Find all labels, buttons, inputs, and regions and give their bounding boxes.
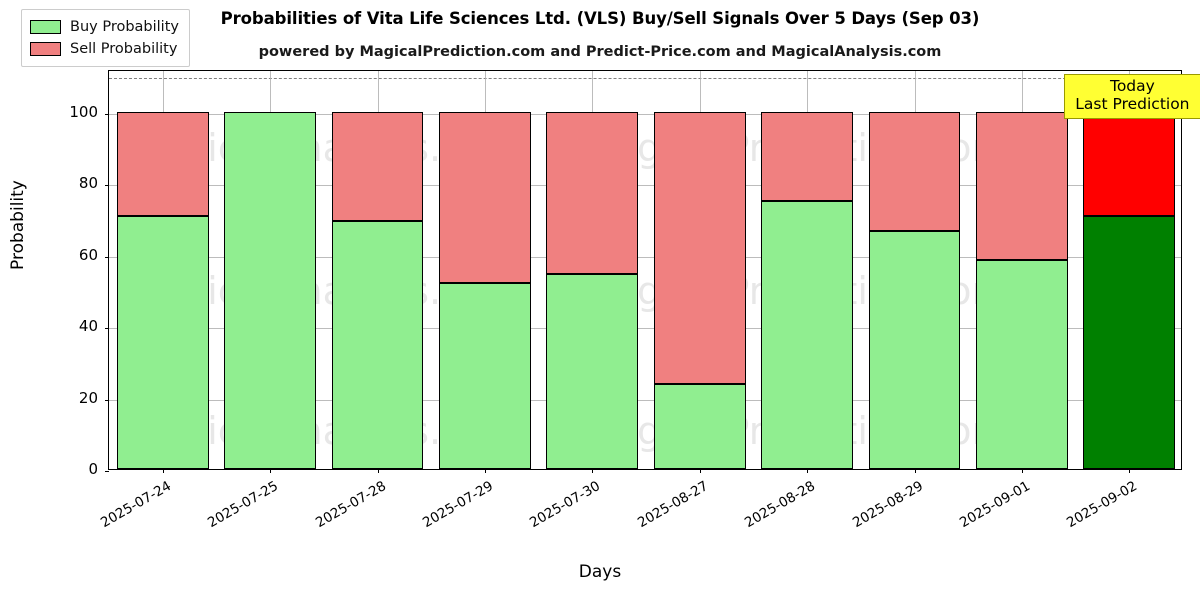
x-tick-mark [162,469,164,473]
bar-group[interactable] [1083,69,1176,469]
bar-segment-buy[interactable] [761,200,853,469]
bar-segment-buy[interactable] [653,384,746,469]
bar-segment-sell[interactable] [116,111,209,217]
legend-item-sell: Sell Probability [30,38,179,60]
gridline-horizontal [109,256,1181,258]
legend-label-sell: Sell Probability [70,41,178,57]
bar-segment-buy[interactable] [975,260,1068,469]
x-tick-label: 2025-08-29 [849,478,926,532]
bar-segment-buy[interactable] [438,282,531,469]
bar-segment-buy[interactable] [1083,216,1176,469]
bar-segment-buy[interactable] [116,216,209,469]
y-tick-mark [105,256,109,258]
bar-segment-sell[interactable] [546,111,639,274]
threshold-dashed-line [109,78,1181,80]
bar-group[interactable] [116,69,209,469]
x-tick-label: 2025-08-28 [742,478,819,532]
x-tick-mark [807,469,809,473]
y-tick-mark [105,471,109,472]
today-line1: Today [1109,77,1155,95]
bar-segment-sell[interactable] [438,111,531,283]
x-tick-label: 2025-07-30 [527,478,604,532]
x-tick-label: 2025-07-28 [312,478,389,532]
legend-label-buy: Buy Probability [70,19,179,35]
legend-swatch-sell [30,42,61,56]
bar-group[interactable] [546,69,639,469]
gridline-horizontal [109,113,1181,115]
y-tick-mark [105,399,109,401]
bar-segment-sell[interactable] [975,111,1068,261]
plot-area: MagicalAnalysis.comMagicalPrediction.com… [105,69,1182,473]
bar-group[interactable] [653,69,746,469]
chart-subtitle: powered by MagicalPrediction.com and Pre… [258,44,942,60]
bar-segment-sell[interactable] [868,111,961,232]
chart-legend: Buy Probability Sell Probability [21,9,190,67]
bar-group[interactable] [331,69,424,469]
bar-segment-sell[interactable] [653,111,746,385]
y-axis-label: Probability [8,180,28,270]
x-tick-mark [699,469,701,473]
x-tick-mark [377,469,379,473]
today-last-prediction-annotation: Today Last Prediction [1064,74,1200,120]
chart-title: Probabilities of Vita Life Sciences Ltd.… [220,9,980,28]
x-tick-label: 2025-07-24 [97,478,174,532]
bar-segment-buy[interactable] [224,111,316,469]
gridline-horizontal [109,328,1181,330]
y-tick-label: 40 [78,317,98,336]
y-tick-label: 20 [78,388,98,407]
y-tick-mark [105,113,109,115]
bar-segment-sell[interactable] [761,111,853,201]
bar-group[interactable] [438,69,531,469]
bar-group[interactable] [224,69,316,469]
bar-segment-buy[interactable] [868,231,961,469]
legend-swatch-buy [30,20,61,34]
x-axis-label: Days [578,562,622,582]
y-tick-label: 100 [69,102,98,121]
y-tick-mark [105,328,109,330]
x-tick-mark [1129,469,1131,473]
y-tick-label: 0 [88,460,98,478]
bar-group[interactable] [761,69,853,469]
bar-segment-sell[interactable] [331,111,424,221]
x-tick-mark [484,469,486,473]
bar-group[interactable] [975,69,1068,469]
today-line2: Last Prediction [1075,94,1190,113]
y-tick-mark [105,185,109,187]
x-tick-label: 2025-07-29 [419,478,496,532]
x-tick-mark [914,469,916,473]
y-tick-label: 80 [78,174,98,193]
y-tick-label: 60 [78,245,98,264]
x-tick-label: 2025-07-25 [205,478,282,532]
bar-segment-sell[interactable] [1083,111,1176,217]
gridline-horizontal [109,399,1181,401]
x-tick-label: 2025-09-01 [956,478,1033,532]
x-tick-mark [270,469,272,473]
bar-segment-buy[interactable] [331,220,424,469]
x-tick-label: 2025-08-27 [634,478,711,532]
gridline-horizontal [109,185,1181,187]
legend-item-buy: Buy Probability [30,16,179,38]
x-tick-label: 2025-09-02 [1064,478,1141,532]
x-tick-mark [592,469,594,473]
bar-segment-buy[interactable] [546,274,639,469]
bar-group[interactable] [868,69,961,469]
x-tick-mark [1021,469,1023,473]
